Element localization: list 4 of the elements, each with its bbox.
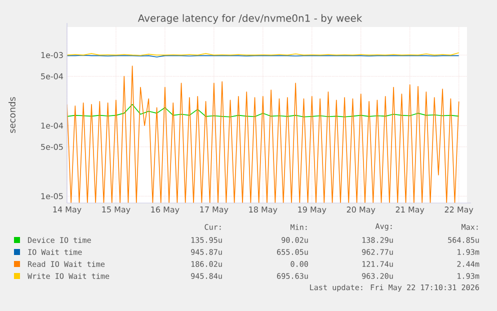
line-series [67,104,460,118]
chart-title: Average latency for /dev/nvme0n1 - by week [138,14,362,24]
line-series [67,66,460,204]
y-axis-title: seconds [8,97,16,133]
